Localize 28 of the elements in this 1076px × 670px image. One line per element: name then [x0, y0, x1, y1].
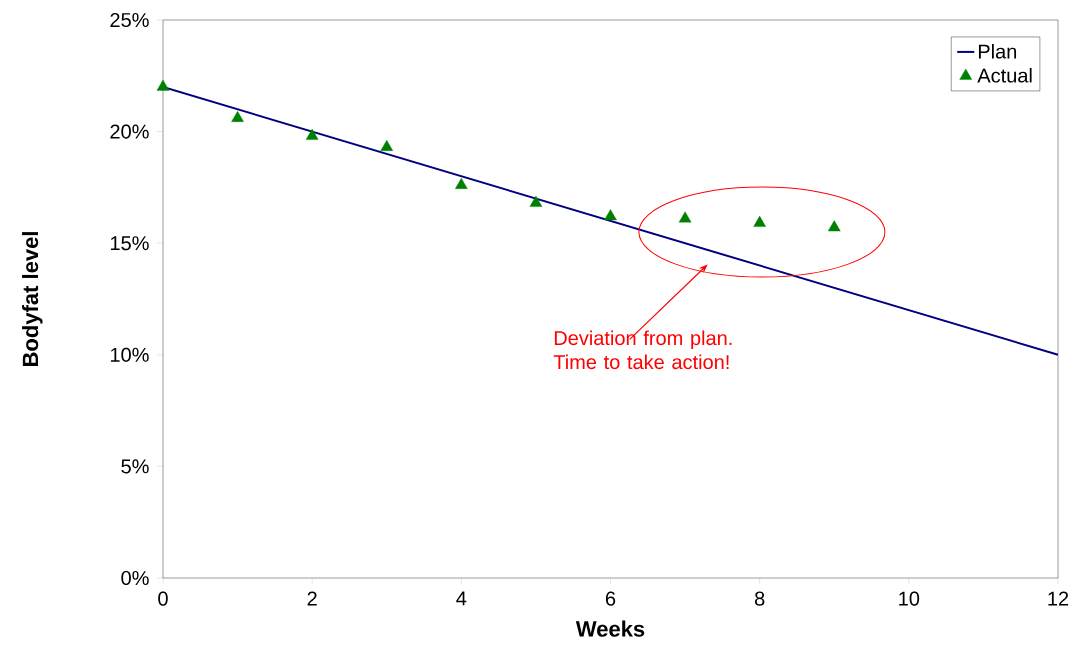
point: [305, 128, 319, 140]
point: [753, 215, 766, 227]
point: [380, 140, 394, 151]
x-tick-label: 8: [754, 591, 765, 606]
x-tick-label: 6: [605, 591, 616, 606]
y-tick-label: 25%: [110, 12, 149, 28]
y-tick-label: 5%: [121, 459, 149, 474]
point: [529, 195, 543, 207]
point: [156, 79, 170, 91]
y-tick-label: 10%: [110, 347, 149, 362]
point: [231, 111, 244, 122]
y-tick-label: 15%: [110, 236, 149, 251]
y-tick-label: 0%: [121, 570, 149, 586]
y-tick-label: 20%: [110, 124, 149, 139]
legend-label: Plan: [978, 43, 1017, 59]
point: [827, 220, 841, 232]
y-axis-title: Bodyfat level: [22, 232, 43, 366]
point: [455, 177, 468, 189]
x-tick-label: 0: [158, 591, 168, 606]
x-tick-label: 4: [456, 591, 467, 606]
x-axis-title: Weeks: [575, 620, 645, 637]
legend-label: Actual: [977, 67, 1032, 83]
x-tick-label: 12: [1048, 591, 1069, 606]
point: [678, 211, 692, 223]
x-tick-label: 2: [307, 591, 317, 606]
annotation: Deviation from plan. Time to take action!: [553, 330, 732, 370]
x-tick-label: 10: [899, 591, 920, 606]
point: [604, 209, 617, 221]
